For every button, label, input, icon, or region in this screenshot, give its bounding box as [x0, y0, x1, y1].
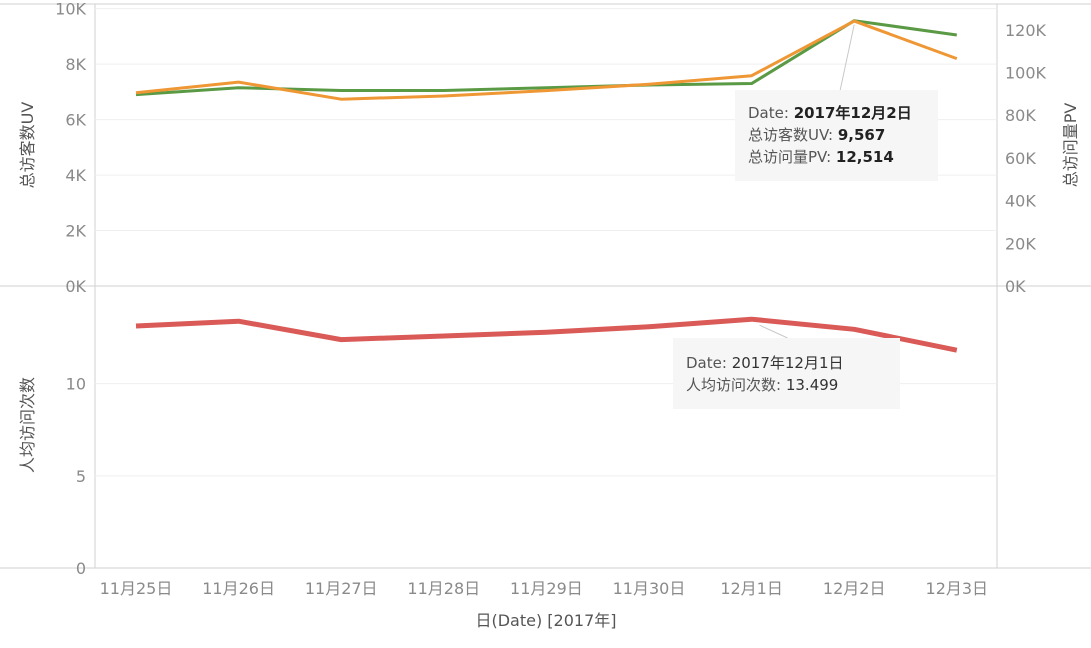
- tooltip-bottom-leader: [759, 324, 788, 339]
- tooltip-bottom-value-label: 人均访问次数:: [686, 376, 781, 394]
- tooltip-top-pv-label: 总访问量PV:: [748, 148, 831, 166]
- tooltip-bottom-box: [673, 338, 900, 409]
- tooltip-top-line-uv: 总访客数UV: 9,567: [748, 126, 885, 144]
- y-left-tick-label: 0K: [65, 277, 86, 296]
- y-right-tick-label: 0K: [1005, 277, 1026, 296]
- y-left-tick-label: 8K: [65, 55, 86, 74]
- tooltip-top-line-date: Date: 2017年12月2日: [748, 104, 912, 122]
- y-left-tick-label: 4K: [65, 166, 86, 185]
- y-right-tick-label: 80K: [1005, 106, 1036, 125]
- series-layer: [135, 19, 958, 353]
- tooltip-bottom-value-value: 13.499: [786, 376, 839, 394]
- y-left-axis-title: 总访客数UV: [18, 102, 37, 189]
- tooltip-bottom-line-value: 人均访问次数: 13.499: [686, 376, 838, 394]
- x-tick-label: 11月27日: [305, 579, 378, 598]
- tooltip-bottom: Date: 2017年12月1日 人均访问次数: 13.499: [673, 324, 900, 409]
- y-right-tick-label: 60K: [1005, 149, 1036, 168]
- y-left-tick-label: 6K: [65, 111, 86, 130]
- tooltip-bottom-date-label: Date:: [686, 354, 727, 372]
- tooltip-bottom-line-date: Date: 2017年12月1日: [686, 354, 844, 372]
- series-line-avg-visits: [135, 316, 958, 353]
- tooltip-top-line-pv: 总访问量PV: 12,514: [748, 148, 894, 166]
- tooltip-bottom-date-value: 2017年12月1日: [732, 354, 844, 372]
- tooltip-top-uv-label: 总访客数UV:: [748, 126, 833, 144]
- y-right-axis-title: 总访问量PV: [1061, 103, 1080, 188]
- y-right-tick-label: 120K: [1005, 21, 1047, 40]
- y-right-tick-label: 100K: [1005, 64, 1047, 83]
- y-bottom-tick-label: 5: [76, 467, 86, 486]
- tooltip-top-leader: [839, 24, 855, 91]
- series-line-pv: [135, 19, 958, 101]
- x-tick-label: 12月3日: [926, 579, 989, 598]
- x-tick-label: 11月25日: [100, 579, 173, 598]
- y-bottom-tick-label: 10: [66, 375, 86, 394]
- y-bottom-axis-title: 人均访问次数: [18, 377, 37, 473]
- x-tick-label: 12月2日: [823, 579, 886, 598]
- tooltip-top: Date: 2017年12月2日 总访客数UV: 9,567 总访问量PV: 1…: [735, 24, 938, 181]
- y-left-tick-label: 2K: [65, 222, 86, 241]
- x-tick-label: 11月29日: [510, 579, 583, 598]
- y-right-tick-label: 40K: [1005, 192, 1036, 211]
- tooltip-top-date-label: Date:: [748, 104, 789, 122]
- y-bottom-tick-label: 0: [76, 559, 86, 578]
- y-left-tick-label: 10K: [55, 0, 86, 19]
- tooltip-top-box: [735, 90, 938, 181]
- tooltip-top-uv-value: 9,567: [838, 126, 885, 144]
- x-tick-label: 11月28日: [407, 579, 480, 598]
- x-tick-label: 11月26日: [202, 579, 275, 598]
- x-tick-label: 12月1日: [720, 579, 783, 598]
- x-axis-title: 日(Date) [2017年]: [475, 611, 616, 630]
- tooltip-top-pv-value: 12,514: [836, 148, 894, 166]
- x-tick-label: 11月30日: [613, 579, 686, 598]
- tick-layer: 0K 2K 4K 6K 8K 10K 0K 20K 40K 60K 80K 100K 120K 0 5 10 1…: [55, 0, 1046, 598]
- tooltip-top-date-value: 2017年12月2日: [794, 104, 912, 122]
- y-right-tick-label: 20K: [1005, 234, 1036, 253]
